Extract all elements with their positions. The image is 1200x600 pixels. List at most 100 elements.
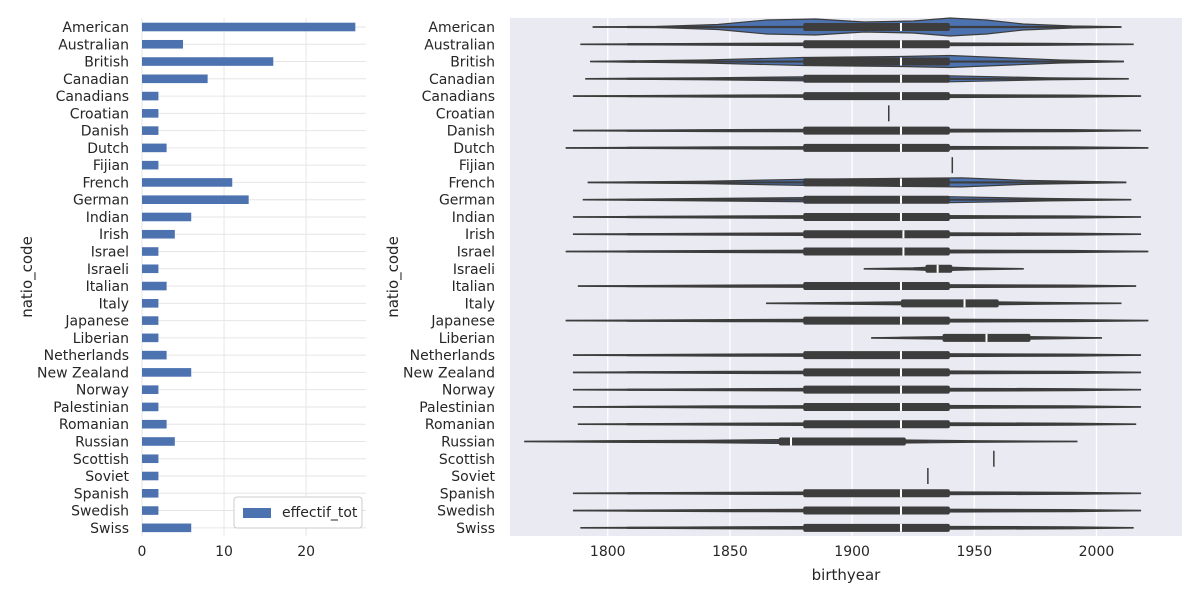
violin bbox=[572, 402, 1142, 411]
bar bbox=[142, 437, 175, 446]
violin-iqr-box bbox=[803, 402, 950, 411]
bar bbox=[142, 22, 356, 32]
bar-y-tick-label: British bbox=[84, 55, 129, 71]
bar-x-tick-label: 20 bbox=[297, 544, 315, 560]
bar bbox=[142, 74, 208, 84]
violin-x-tick-label: 2000 bbox=[1079, 544, 1115, 560]
violin-iqr-box bbox=[803, 385, 950, 394]
bar-x-tick-labels: 0 10 20 bbox=[138, 544, 315, 560]
bar-y-tick-label: Italy bbox=[99, 296, 129, 312]
bar-y-tick-label: Fijian bbox=[93, 158, 129, 174]
bar-y-tick-label: Spanish bbox=[74, 486, 129, 502]
bar-y-tick-label: Netherlands bbox=[44, 348, 129, 364]
violin-iqr-box bbox=[803, 40, 950, 49]
bar-y-tick-label: Russian bbox=[75, 434, 129, 450]
bar-y-tick-label: Dutch bbox=[87, 141, 129, 157]
violin-x-tick-label: 1900 bbox=[834, 544, 870, 560]
violin bbox=[871, 333, 1102, 342]
violin-y-tick-label: Dutch bbox=[453, 141, 495, 157]
violin-iqr-box bbox=[803, 368, 950, 377]
bar bbox=[142, 368, 192, 377]
bar-y-tick-label: Palestinian bbox=[53, 400, 129, 416]
bar bbox=[142, 212, 192, 222]
bar-y-tick-label: Romanian bbox=[59, 417, 129, 433]
bar-y-tick-label: German bbox=[73, 193, 129, 209]
violin bbox=[572, 92, 1142, 101]
violin bbox=[580, 523, 1134, 532]
bar-x-tick-label: 0 bbox=[138, 544, 147, 560]
bar bbox=[142, 316, 159, 325]
bar bbox=[142, 488, 159, 498]
bar-y-tick-label: Canadians bbox=[56, 89, 129, 105]
bar bbox=[142, 402, 159, 412]
violin bbox=[572, 351, 1142, 360]
bar-y-tick-label: Scottish bbox=[73, 452, 129, 468]
violin-y-axis-label: natio_code bbox=[384, 236, 403, 318]
bar-y-tick-label: Liberian bbox=[73, 331, 129, 347]
violin bbox=[524, 437, 1078, 446]
violin-y-tick-label: Canadian bbox=[429, 72, 495, 88]
violin-x-tick-label: 1950 bbox=[956, 544, 992, 560]
violin-iqr-box bbox=[803, 506, 950, 515]
violin-y-tick-label: Spanish bbox=[440, 486, 495, 502]
bar-y-tick-label: Italian bbox=[86, 279, 129, 295]
bar bbox=[142, 523, 192, 533]
bar bbox=[142, 229, 175, 239]
bar-y-tick-label: Norway bbox=[76, 383, 129, 399]
bar-y-tick-label: Irish bbox=[99, 227, 129, 243]
violin-iqr-box bbox=[900, 299, 999, 308]
bar bbox=[142, 350, 167, 360]
violin-y-tick-label: Italy bbox=[465, 296, 495, 312]
legend-label: effectif_tot bbox=[282, 505, 358, 521]
bar bbox=[142, 109, 159, 118]
violin-y-tick-label: Liberian bbox=[439, 331, 495, 347]
violin bbox=[577, 420, 1137, 429]
violin-iqr-box bbox=[803, 23, 950, 31]
bar-plot-area bbox=[140, 18, 366, 536]
legend: effectif_tot bbox=[233, 496, 363, 529]
violin-grid bbox=[607, 18, 1098, 536]
violin-x-tick-label: 1800 bbox=[590, 544, 626, 560]
violin bbox=[572, 385, 1142, 394]
bar bbox=[142, 471, 159, 481]
violin-iqr-box bbox=[803, 489, 950, 498]
violin bbox=[577, 282, 1137, 291]
bar bbox=[142, 419, 167, 429]
violin-y-tick-label: German bbox=[439, 193, 495, 209]
bar-y-tick-label: Soviet bbox=[85, 469, 129, 485]
violin bbox=[572, 212, 1142, 221]
violin-y-tick-label: Israeli bbox=[453, 262, 495, 278]
bar bbox=[142, 178, 233, 187]
violin-y-tick-label: Indian bbox=[452, 210, 495, 226]
violin bbox=[572, 368, 1142, 377]
violin bbox=[565, 143, 1149, 152]
violin bbox=[565, 247, 1149, 256]
violin-y-tick-label: Swiss bbox=[456, 521, 495, 537]
bar-y-tick-label: Indian bbox=[86, 210, 129, 226]
violin bbox=[766, 299, 1122, 308]
violin-y-tick-label: Palestinian bbox=[419, 400, 495, 416]
violin-x-axis-label: birthyear bbox=[812, 566, 882, 584]
bar bbox=[142, 454, 159, 464]
violin bbox=[587, 177, 1127, 188]
violin-y-tick-label: Russian bbox=[441, 434, 495, 450]
violin bbox=[572, 506, 1142, 515]
bar-grid bbox=[141, 18, 366, 536]
violin-iqr-box bbox=[803, 212, 950, 221]
bar bbox=[142, 385, 159, 394]
bar-y-tick-label: American bbox=[62, 20, 129, 36]
violin bbox=[572, 230, 1142, 239]
bar bbox=[142, 143, 167, 153]
violin bbox=[863, 264, 1024, 273]
bar-y-tick-label: Swiss bbox=[90, 521, 129, 537]
violin-series bbox=[524, 17, 1149, 532]
violin-y-tick-label: Croatian bbox=[436, 106, 495, 122]
legend-box bbox=[233, 496, 363, 529]
violin-y-tick-label: Israel bbox=[457, 245, 495, 261]
bar bbox=[142, 281, 167, 291]
violin-plot-area bbox=[510, 18, 1182, 536]
